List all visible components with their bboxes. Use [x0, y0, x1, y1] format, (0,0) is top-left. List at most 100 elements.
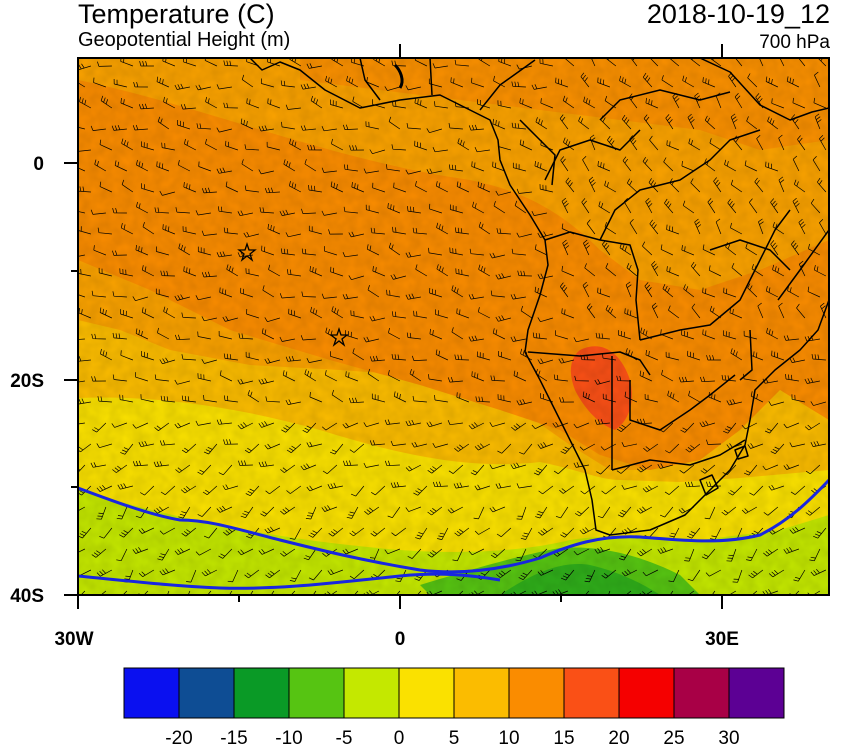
wind-barb [159, 440, 175, 446]
wind-barb [702, 329, 716, 340]
wind-barb [174, 83, 190, 90]
wind-barb [112, 291, 127, 298]
wind-barb [474, 443, 491, 451]
wind-barb [342, 293, 358, 300]
wind-barb [538, 527, 554, 536]
wind-barb [195, 210, 211, 216]
wind-barb [531, 84, 547, 90]
wind-barb [726, 548, 737, 562]
wind-barb [321, 210, 337, 216]
wind-barb [330, 351, 343, 361]
wind-barb [518, 569, 533, 581]
wind-barb [618, 548, 632, 561]
valid-time: 2018-10-19_12 [646, 0, 830, 29]
colorbar-swatch [398, 667, 455, 719]
wind-barb [766, 327, 779, 340]
wind-barb [434, 394, 448, 403]
wind-barb [308, 225, 322, 235]
wind-barb [471, 161, 485, 172]
wind-barb [387, 203, 401, 214]
wind-barb [629, 219, 638, 235]
wind-barb [331, 138, 344, 151]
wind-barb [307, 144, 322, 151]
border-mozambique [739, 329, 753, 381]
border-cameroon [519, 119, 556, 186]
wind-barb [770, 443, 785, 455]
wind-barb [575, 506, 590, 517]
wind-barb [594, 418, 610, 425]
wind-barb [741, 506, 758, 514]
wind-barb [154, 374, 169, 382]
wind-barb [819, 134, 827, 151]
wind-barb [644, 393, 658, 403]
wind-barb [748, 569, 764, 579]
wind-barb [817, 58, 827, 67]
wind-barb [132, 124, 148, 131]
wind-barb [492, 118, 506, 130]
wind-barb [331, 58, 344, 67]
wind-barb [476, 351, 490, 361]
wind-barb [91, 290, 106, 298]
wind-barb [175, 464, 191, 473]
wind-barb [812, 156, 821, 172]
lat-label-40s: 40S [10, 586, 44, 607]
wind-barb [765, 76, 779, 88]
wind-barb [78, 527, 92, 539]
wind-barb [264, 526, 281, 534]
lesotho-outline [699, 474, 719, 496]
wind-barb [327, 482, 343, 489]
wind-barb [289, 527, 302, 540]
wind-barb [201, 271, 217, 278]
wind-barb [321, 505, 338, 512]
wind-barb [469, 248, 484, 256]
wind-barb [369, 440, 385, 446]
wind-barb [411, 441, 427, 448]
height-contour-upper [78, 478, 829, 574]
border-south-africa [611, 439, 746, 471]
wind-barb [258, 421, 275, 428]
wind-barb [715, 218, 722, 235]
wind-barb [537, 317, 553, 323]
wind-barb [621, 442, 637, 448]
wind-barb [814, 71, 821, 88]
wind-barb [426, 421, 443, 428]
wind-barb [266, 141, 280, 151]
wind-barb [386, 164, 400, 172]
wind-barb [392, 226, 406, 235]
wind-barb [412, 395, 427, 403]
wind-barb [643, 114, 653, 130]
wind-barb [454, 59, 469, 67]
wind-barb [300, 335, 316, 341]
wind-barb [114, 160, 128, 172]
wind-barb [141, 350, 155, 361]
border-tanzania [709, 239, 791, 271]
wind-barb [456, 308, 470, 319]
wind-barb [328, 527, 344, 537]
wind-barb [691, 261, 701, 277]
wind-barb [181, 395, 196, 403]
wind-barb [91, 548, 107, 558]
wind-barb [120, 309, 134, 319]
wind-barb [434, 101, 448, 109]
wind-barb [160, 395, 175, 403]
wind-barb [555, 506, 569, 519]
lat-label-0: 0 [33, 154, 44, 175]
wind-barb [563, 137, 575, 151]
wind-barb [387, 506, 401, 519]
wind-barb [90, 125, 106, 131]
wind-barb [207, 590, 212, 595]
colorbar-label: 20 [608, 728, 630, 749]
border-angola-namibia [527, 351, 651, 376]
wind-barb [429, 203, 443, 214]
wind-barb [643, 443, 659, 452]
wind-barb [261, 245, 275, 256]
wind-barb [457, 138, 470, 151]
wind-barb [616, 375, 631, 382]
wind-barb [157, 548, 170, 561]
wind-barb [493, 75, 506, 88]
wind-barb [534, 286, 548, 298]
wind-barb [681, 245, 695, 256]
wind-barb [162, 224, 176, 235]
wind-barb [366, 244, 380, 256]
wind-barb [489, 252, 505, 259]
